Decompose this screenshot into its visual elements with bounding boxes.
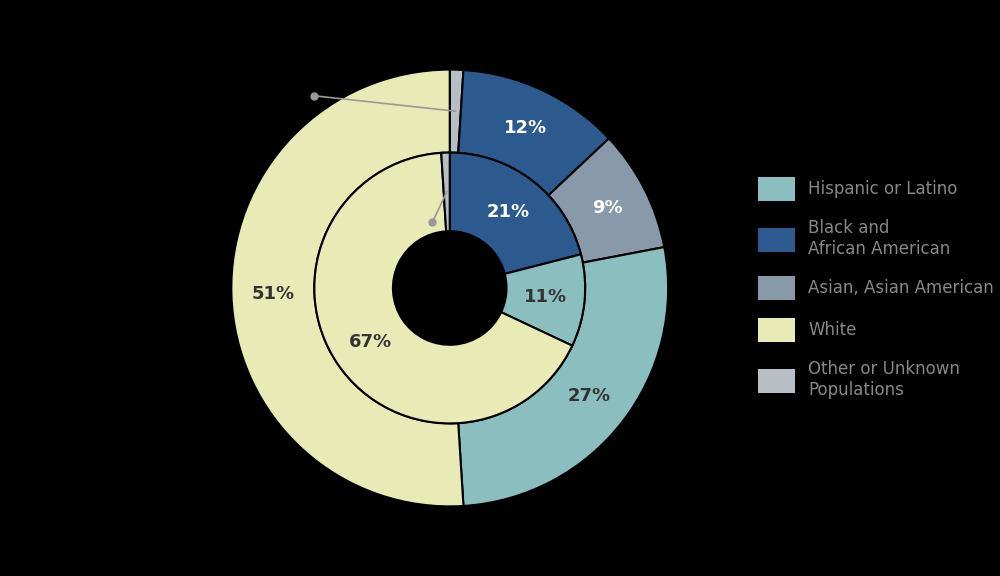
Text: 11%: 11% bbox=[524, 288, 567, 306]
Text: 21%: 21% bbox=[487, 203, 530, 221]
Text: 51%: 51% bbox=[251, 285, 294, 302]
Wedge shape bbox=[458, 247, 668, 506]
Legend: Hispanic or Latino, Black and
African American, Asian, Asian American, White, Ot: Hispanic or Latino, Black and African Am… bbox=[758, 177, 994, 399]
Wedge shape bbox=[314, 153, 572, 423]
Wedge shape bbox=[450, 153, 581, 274]
Text: 12%: 12% bbox=[503, 119, 547, 137]
Wedge shape bbox=[441, 153, 450, 232]
Wedge shape bbox=[548, 138, 664, 263]
Wedge shape bbox=[450, 70, 463, 153]
Text: 67%: 67% bbox=[349, 333, 392, 351]
Wedge shape bbox=[458, 70, 609, 195]
Text: 27%: 27% bbox=[568, 388, 611, 406]
Text: 9%: 9% bbox=[592, 199, 623, 217]
Wedge shape bbox=[501, 255, 585, 346]
Wedge shape bbox=[231, 70, 463, 506]
